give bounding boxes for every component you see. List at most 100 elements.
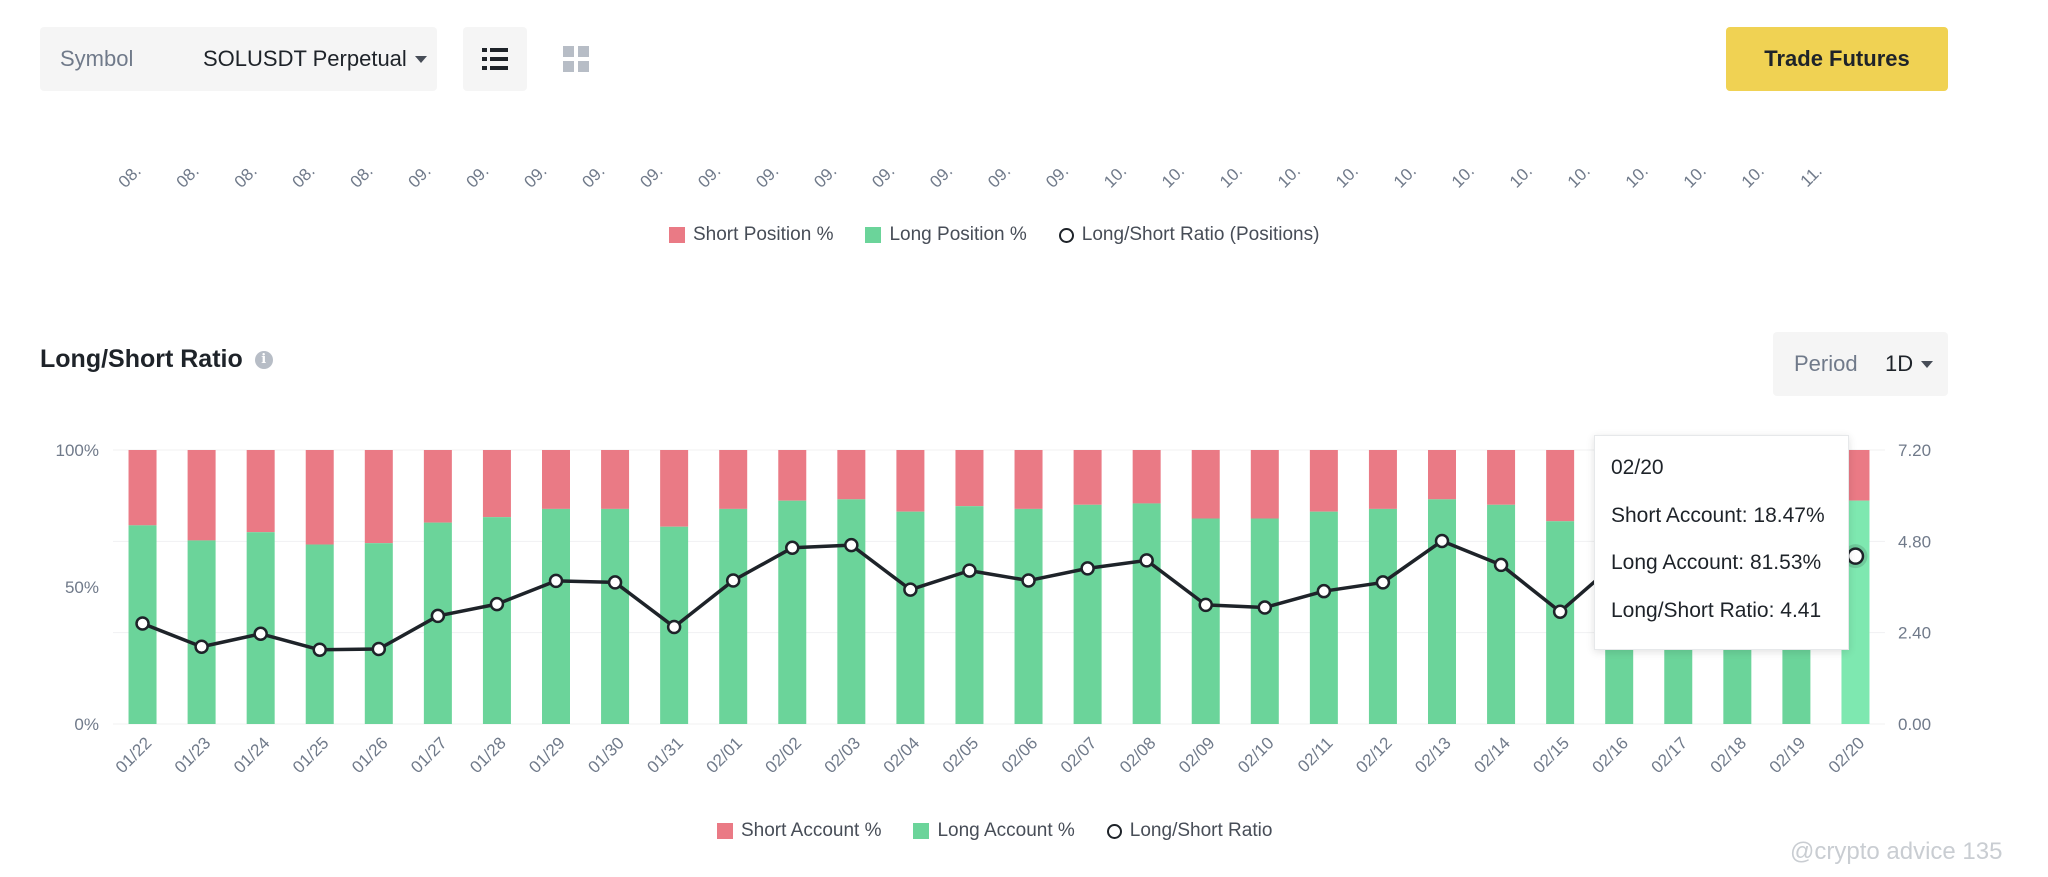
ratio-point (1375, 575, 1391, 590)
x-axis-date-label: 02/17 (1648, 733, 1692, 777)
bar-short-account (1368, 450, 1397, 509)
grid-view-icon (563, 46, 589, 72)
bar-short-account (1014, 450, 1043, 509)
bar-long-account (1014, 508, 1043, 724)
top-chart-tick-label: 08. (347, 161, 377, 191)
x-axis-date-label: 02/16 (1589, 733, 1633, 777)
legend-swatch-short (669, 227, 685, 243)
bar-long-account (896, 511, 925, 724)
ratio-point (962, 563, 977, 578)
bar-short-account (896, 450, 925, 512)
legend-ratio[interactable]: Long/Short Ratio (1106, 820, 1273, 842)
ratio-point (844, 537, 859, 553)
ratio-point (194, 639, 209, 654)
ratio-point (253, 626, 268, 642)
bar-long-account (482, 517, 511, 724)
x-axis-date-label: 01/31 (643, 733, 687, 777)
bar-short-account (423, 450, 452, 523)
period-selector[interactable]: Period 1D (1773, 332, 1948, 396)
tooltip-short: Short Account: 18.47% (1611, 503, 1825, 527)
top-chart-tick-label: 10. (1158, 161, 1188, 191)
x-axis-date-label: 02/09 (1175, 733, 1219, 777)
ratio-point (1316, 583, 1332, 599)
bar-long-account (719, 508, 748, 724)
legend-long-position[interactable]: Long Position % (865, 224, 1027, 246)
bar-long-account (1487, 504, 1516, 724)
bar-short-account (778, 450, 807, 501)
grid-view-button[interactable] (554, 37, 598, 81)
ratio-point (430, 608, 446, 624)
top-chart-tick-label: 09. (520, 161, 550, 191)
symbol-selector[interactable]: Symbol SOLUSDT Perpetual (40, 27, 437, 91)
symbol-label: Symbol (60, 46, 134, 71)
legend-long-account[interactable]: Long Account % (913, 820, 1075, 842)
top-chart-tick-label: 09. (404, 161, 434, 191)
top-chart-tick-label: 08. (115, 161, 145, 191)
x-axis-date-label: 02/06 (998, 733, 1042, 777)
ratio-point (371, 641, 387, 657)
top-chart-tick-label: 10. (1622, 161, 1652, 191)
ratio-point (903, 582, 918, 597)
legend-short-position[interactable]: Short Position % (669, 224, 833, 246)
top-chart-tick-label: 09. (462, 161, 492, 191)
bar-short-account (1073, 450, 1102, 505)
top-chart-tick-label: 11. (1797, 161, 1826, 190)
ratio-point (725, 573, 741, 588)
left-axis-label: 100% (56, 441, 99, 460)
top-chart-tick-label: 09. (694, 161, 724, 191)
ratio-point (785, 540, 800, 556)
legend-short-account[interactable]: Short Account % (717, 820, 881, 842)
bar-short-account (1250, 450, 1279, 519)
top-chart-ticks: 08. 08. 08. 08. 08. 09. 09. 09. 09. 09. 09. 09. 09. 0… (115, 161, 1826, 191)
ratio-point (1257, 600, 1273, 615)
legend-ratio-positions[interactable]: Long/Short Ratio (Positions) (1058, 224, 1319, 246)
watermark: @crypto advice 135 (1790, 838, 2003, 865)
list-view-button[interactable] (463, 27, 527, 91)
top-chart-tick-label: 09. (1042, 161, 1072, 191)
x-axis-date-label: 02/03 (821, 733, 865, 777)
legend-ratio-label: Long/Short Ratio (1129, 820, 1273, 841)
bar-short-account (542, 450, 570, 509)
bar-long-account (837, 499, 866, 724)
x-axis-date-label: 01/25 (289, 733, 333, 777)
section-title: Long/Short Ratio i (40, 345, 273, 374)
x-axis-date-label: 02/04 (880, 733, 924, 777)
x-axis-date-label: 02/12 (1352, 733, 1396, 777)
ratio-point (1846, 547, 1865, 565)
chart-tooltip: 02/20 Short Account: 18.47% Long Account… (1594, 435, 1849, 650)
tooltip-ratio: Long/Short Ratio: 4.41 (1611, 598, 1822, 622)
info-icon[interactable]: i (254, 350, 273, 369)
right-axis-label: 7.20 (1898, 441, 1931, 460)
top-chart-tick-label: 10. (1506, 161, 1536, 191)
top-chart-tick-label: 10. (1390, 161, 1420, 191)
x-axis-date-label: 01/24 (230, 733, 274, 777)
bar-long-account (601, 508, 630, 724)
bar-long-account (1191, 518, 1220, 724)
bar-short-account (1428, 450, 1456, 500)
legend-swatch-ratio (1106, 823, 1122, 839)
chart-legend: Short Account % Long Account % Long/Shor… (717, 820, 1272, 842)
bar-short-account (187, 450, 216, 541)
ratio-point (548, 573, 564, 589)
top-chart-tick-label: 10. (1738, 161, 1768, 191)
top-chart-tick-label: 09. (752, 161, 782, 191)
ratio-point (489, 596, 505, 612)
top-chart-tick-label: 09. (868, 161, 898, 191)
symbol-value: SOLUSDT Perpetual (203, 46, 407, 71)
bar-short-account (601, 450, 630, 509)
top-chart-tick-label: 10. (1216, 161, 1246, 191)
x-axis-date-label: 02/08 (1116, 733, 1160, 777)
bar-short-account (955, 450, 984, 507)
bar-short-account (246, 450, 275, 533)
period-label: Period (1794, 351, 1858, 376)
top-chart-tick-label: 08. (173, 161, 203, 191)
trade-futures-button[interactable]: Trade Futures (1726, 27, 1948, 91)
ratio-point (1198, 597, 1213, 613)
x-axis-date-label: 01/28 (466, 733, 510, 777)
x-axis-date-label: 02/19 (1766, 733, 1810, 777)
ratio-point (666, 619, 682, 635)
tooltip-date: 02/20 (1611, 456, 1664, 479)
x-axis-date-label: 02/05 (939, 733, 983, 777)
ratio-point (1493, 557, 1509, 573)
